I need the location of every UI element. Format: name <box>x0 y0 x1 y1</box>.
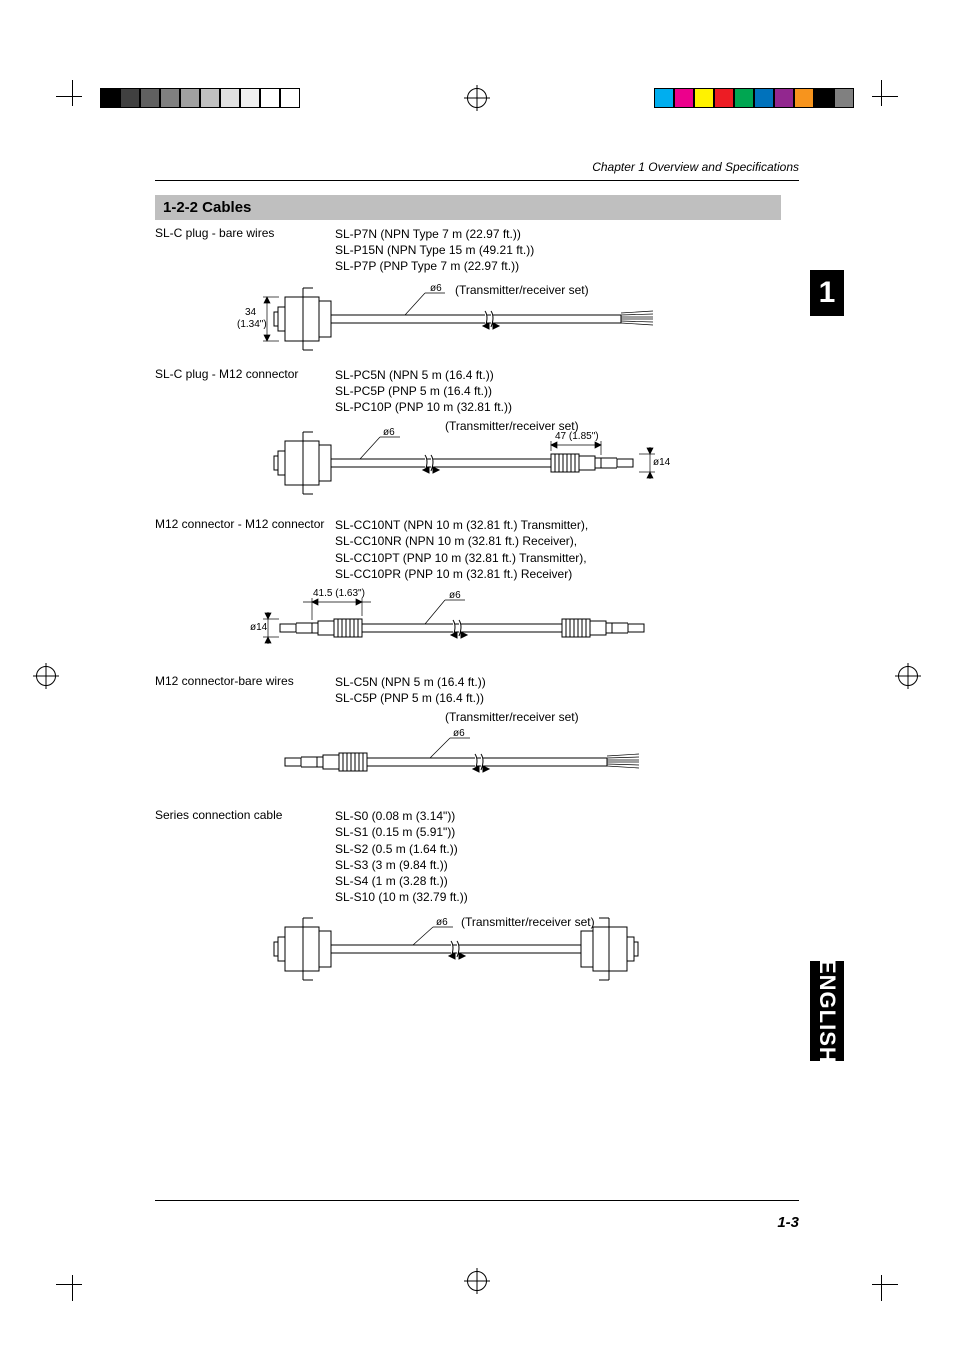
cable-model-line: SL-P7P (PNP Type 7 m (22.97 ft.)) <box>335 258 534 274</box>
chapter-tab: 1 <box>810 270 844 316</box>
cable-type-label: M12 connector - M12 connector <box>155 517 335 582</box>
header-rule <box>155 180 799 181</box>
cable-model-line: SL-S3 (3 m (9.84 ft.)) <box>335 857 468 873</box>
cable-diagram-series: ø6 (Transmitter/receiver set) <box>155 909 765 989</box>
registration-target-icon <box>467 88 487 108</box>
crop-mark-bl <box>56 1267 90 1301</box>
cable-type-label: Series connection cable <box>155 808 335 905</box>
cable-model-line: SL-CC10PT (PNP 10 m (32.81 ft.) Transmit… <box>335 550 588 566</box>
registration-swatch <box>694 88 714 108</box>
cable-model-list: SL-PC5N (NPN 5 m (16.4 ft.))SL-PC5P (PNP… <box>335 367 512 416</box>
registration-swatch <box>140 88 160 108</box>
registration-swatch <box>794 88 814 108</box>
dia-14-label: ø14 <box>653 457 670 468</box>
cable-model-line: SL-PC5P (PNP 5 m (16.4 ft.)) <box>335 383 512 399</box>
registration-swatch <box>734 88 754 108</box>
cable-block-slc-m12: SL-C plug - M12 connector SL-PC5N (NPN 5… <box>155 367 799 510</box>
content-area: Chapter 1 Overview and Specifications 1-… <box>155 160 799 1201</box>
registration-swatch <box>120 88 140 108</box>
registration-swatch <box>674 88 694 108</box>
registration-target-icon <box>898 666 918 686</box>
registration-swatch <box>160 88 180 108</box>
registration-swatch <box>100 88 120 108</box>
dia-6-label: ø6 <box>430 283 442 294</box>
cable-type-label: SL-C plug - bare wires <box>155 226 335 275</box>
registration-swatch <box>260 88 280 108</box>
cable-model-line: SL-S4 (1 m (3.28 ft.)) <box>335 873 468 889</box>
transmitter-receiver-label: (Transmitter/receiver set) <box>445 710 579 724</box>
registration-bar-right <box>654 88 854 108</box>
dia-6-label: ø6 <box>453 728 465 739</box>
registration-swatch <box>714 88 734 108</box>
section-title: 1-2-2 Cables <box>155 195 781 220</box>
cable-diagram-slc-bare: 34 (1.34") ø6 (Transmitter/receiver set) <box>155 279 765 359</box>
cable-diagram-m12-m12: 41.5 (1.63") ø14 ø6 <box>155 586 765 666</box>
cable-model-line: SL-PC10P (PNP 10 m (32.81 ft.)) <box>335 399 512 415</box>
cable-model-list: SL-C5N (NPN 5 m (16.4 ft.))SL-C5P (PNP 5… <box>335 674 486 706</box>
cable-model-line: SL-S2 (0.5 m (1.64 ft.)) <box>335 841 468 857</box>
registration-swatch <box>200 88 220 108</box>
cable-model-line: SL-S10 (10 m (32.79 ft.)) <box>335 889 468 905</box>
registration-target-icon <box>36 666 56 686</box>
dim-34-in: (1.34") <box>237 319 267 330</box>
dia-6-label: ø6 <box>436 917 448 928</box>
crop-mark-tl <box>56 80 90 114</box>
registration-swatch <box>180 88 200 108</box>
dim-34-mm: 34 <box>245 307 256 318</box>
transmitter-receiver-label: (Transmitter/receiver set) <box>461 915 595 929</box>
registration-swatch <box>834 88 854 108</box>
language-tab: ENGLISH <box>810 961 844 1061</box>
dia-6-label: ø6 <box>449 590 461 601</box>
dim-415-label: 41.5 (1.63") <box>313 588 365 599</box>
cable-model-line: SL-CC10NR (NPN 10 m (32.81 ft.) Receiver… <box>335 533 588 549</box>
cable-model-line: SL-P15N (NPN Type 15 m (49.21 ft.)) <box>335 242 534 258</box>
registration-bar-left <box>100 88 300 108</box>
registration-swatch <box>280 88 300 108</box>
registration-swatch <box>754 88 774 108</box>
cable-diagram-m12-bare: (Transmitter/receiver set) ø6 <box>155 710 765 800</box>
cable-block-series: Series connection cable SL-S0 (0.08 m (3… <box>155 808 799 989</box>
cable-model-line: SL-PC5N (NPN 5 m (16.4 ft.)) <box>335 367 512 383</box>
crop-mark-br <box>864 1267 898 1301</box>
cable-block-m12-bare: M12 connector-bare wires SL-C5N (NPN 5 m… <box>155 674 799 800</box>
dia-14-label: ø14 <box>250 622 267 633</box>
page: Chapter 1 Overview and Specifications 1-… <box>0 0 954 1351</box>
dia-6-label: ø6 <box>383 427 395 438</box>
cable-model-line: SL-CC10NT (NPN 10 m (32.81 ft.) Transmit… <box>335 517 588 533</box>
cable-model-line: SL-C5N (NPN 5 m (16.4 ft.)) <box>335 674 486 690</box>
registration-swatch <box>240 88 260 108</box>
cable-block-slc-bare: SL-C plug - bare wires SL-P7N (NPN Type … <box>155 226 799 359</box>
cable-diagram-slc-m12: ø6 (Transmitter/receiver set) 47 (1.85")… <box>155 419 765 509</box>
dim-47-label: 47 (1.85") <box>555 431 599 442</box>
chapter-header: Chapter 1 Overview and Specifications <box>155 160 799 174</box>
registration-target-icon <box>467 1271 487 1291</box>
cable-model-line: SL-P7N (NPN Type 7 m (22.97 ft.)) <box>335 226 534 242</box>
registration-swatch <box>814 88 834 108</box>
cable-model-line: SL-CC10PR (PNP 10 m (32.81 ft.) Receiver… <box>335 566 588 582</box>
cable-model-list: SL-S0 (0.08 m (3.14"))SL-S1 (0.15 m (5.9… <box>335 808 468 905</box>
page-number: 1-3 <box>777 1214 799 1231</box>
footer-rule <box>155 1200 799 1201</box>
cable-model-line: SL-C5P (PNP 5 m (16.4 ft.)) <box>335 690 486 706</box>
cable-model-line: SL-S0 (0.08 m (3.14")) <box>335 808 468 824</box>
registration-swatch <box>654 88 674 108</box>
registration-swatch <box>220 88 240 108</box>
cable-model-line: SL-S1 (0.15 m (5.91")) <box>335 824 468 840</box>
cable-model-list: SL-P7N (NPN Type 7 m (22.97 ft.))SL-P15N… <box>335 226 534 275</box>
registration-swatch <box>774 88 794 108</box>
transmitter-receiver-label: (Transmitter/receiver set) <box>455 283 589 297</box>
crop-mark-tr <box>864 80 898 114</box>
cable-type-label: M12 connector-bare wires <box>155 674 335 706</box>
cable-block-m12-m12: M12 connector - M12 connector SL-CC10NT … <box>155 517 799 666</box>
cable-model-list: SL-CC10NT (NPN 10 m (32.81 ft.) Transmit… <box>335 517 588 582</box>
cable-type-label: SL-C plug - M12 connector <box>155 367 335 416</box>
